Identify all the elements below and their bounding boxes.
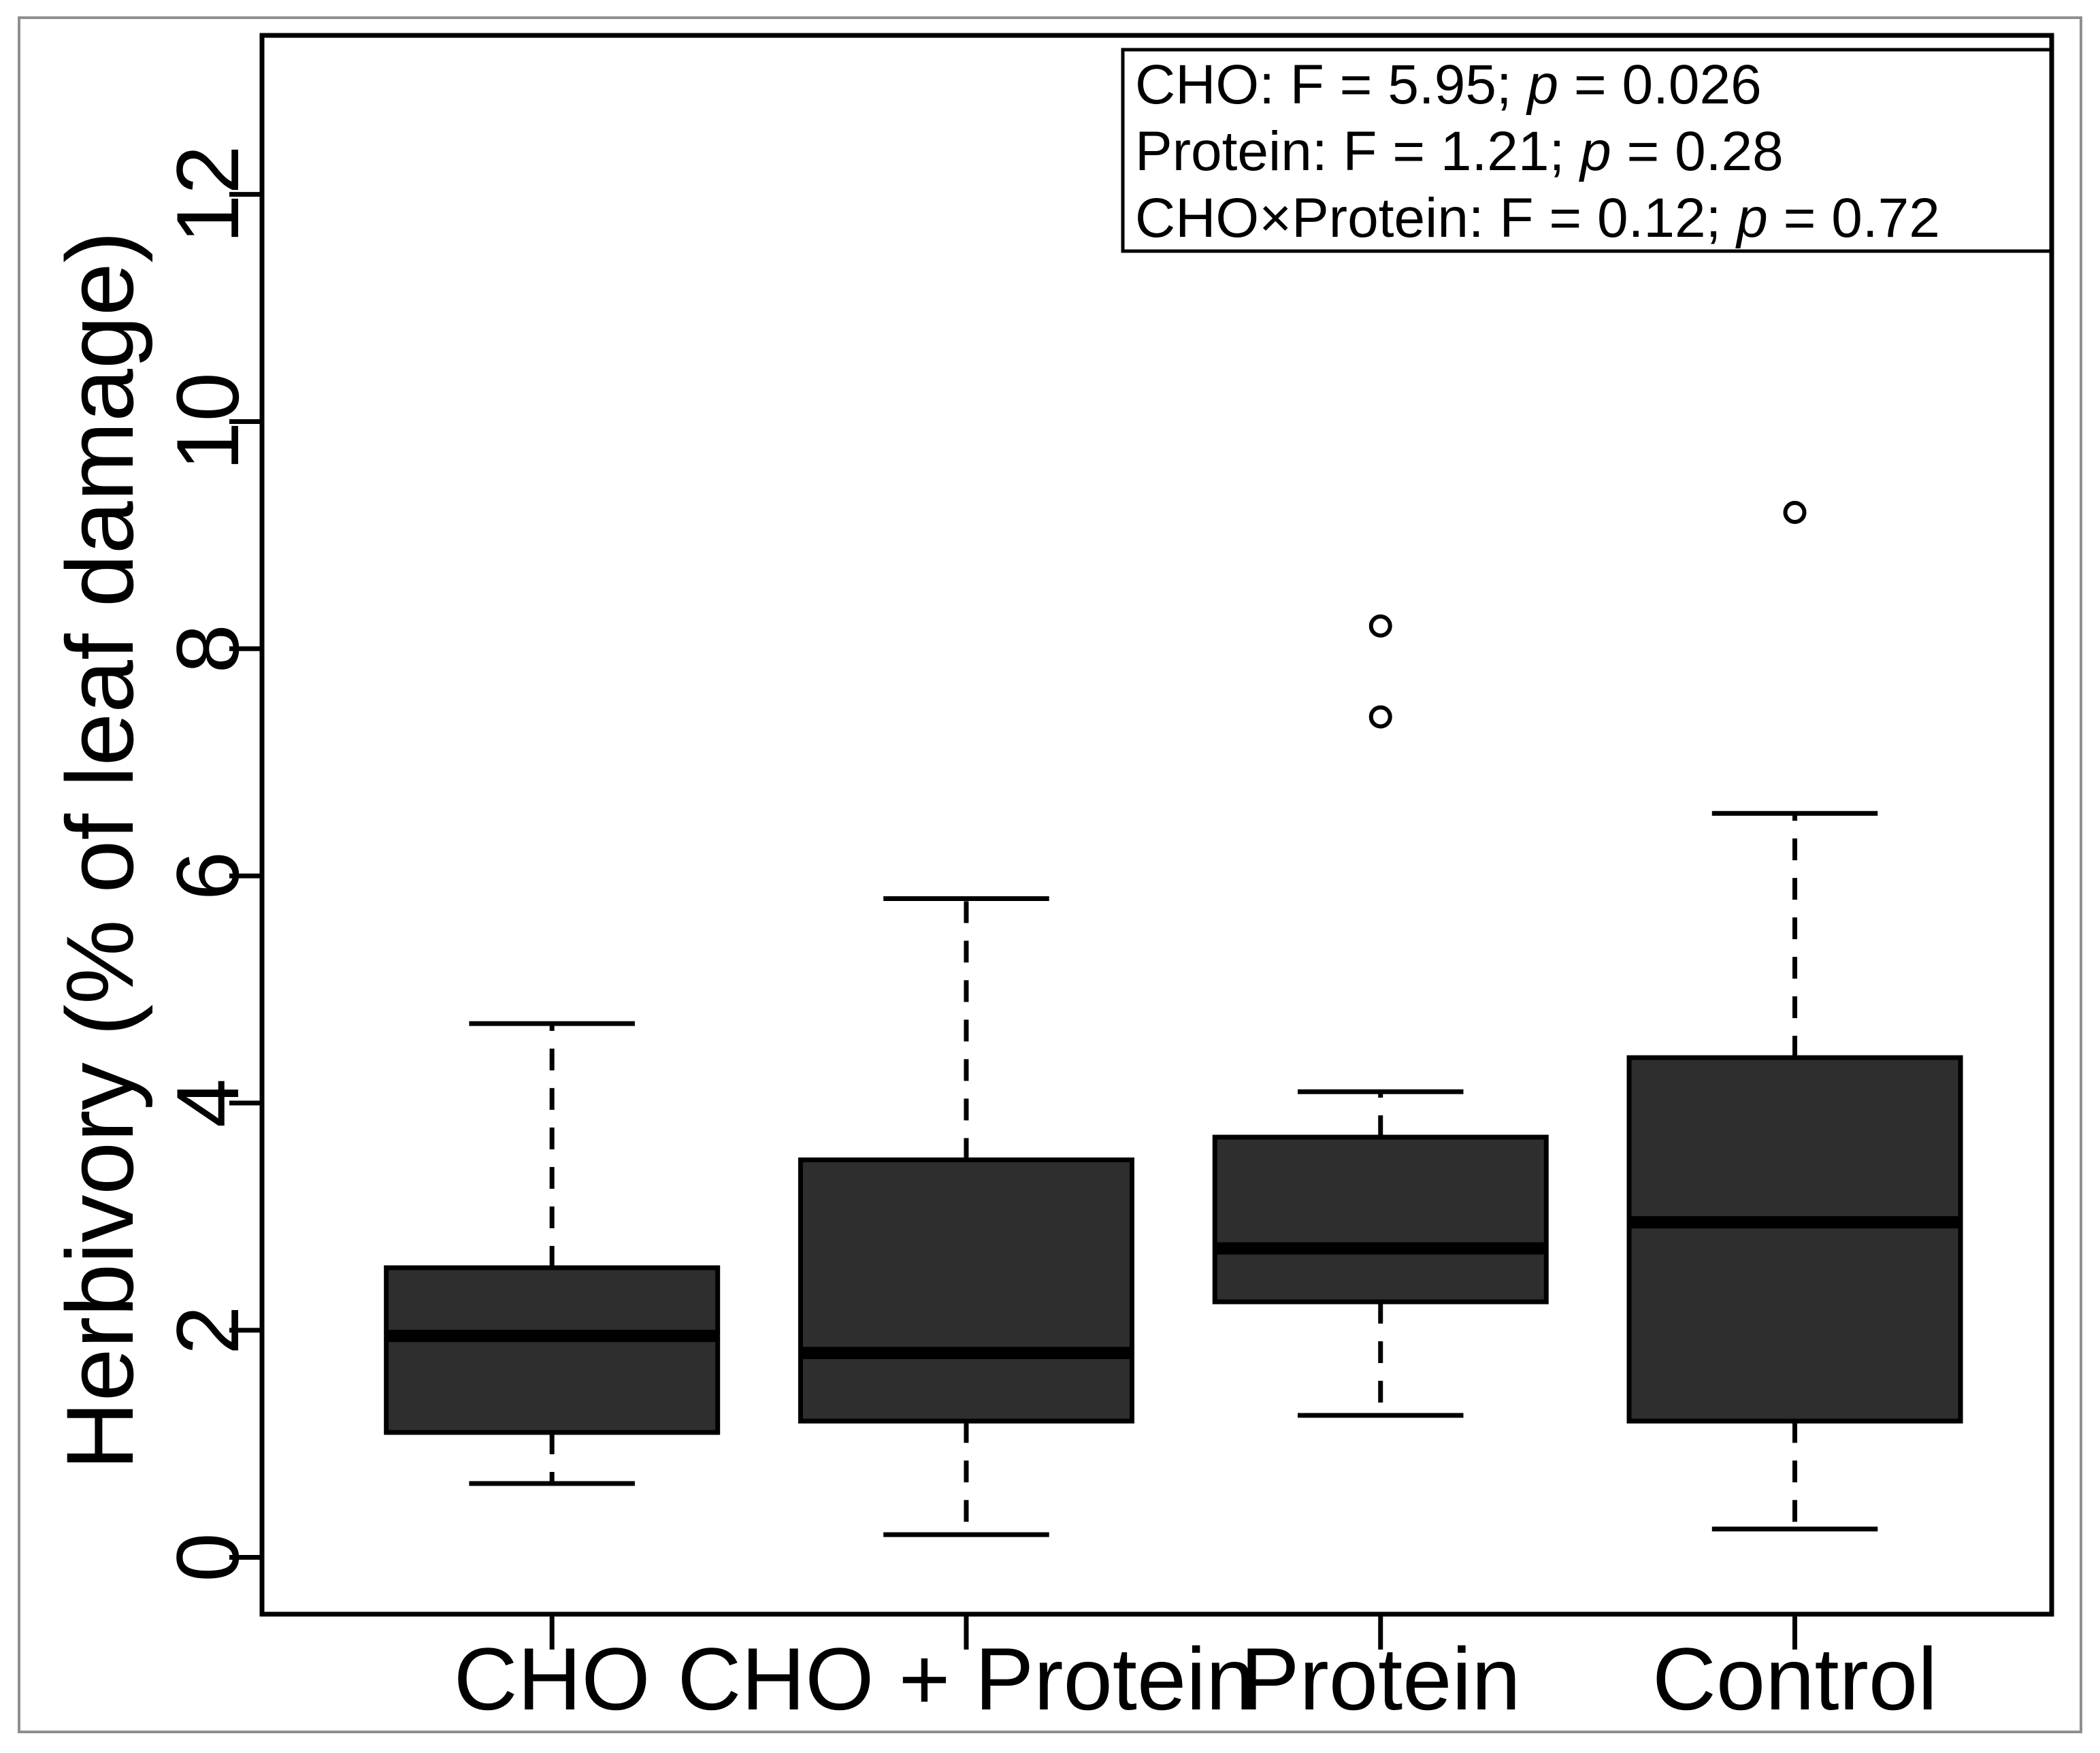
box-group-1 bbox=[384, 1021, 721, 1486]
stats-line-p: p bbox=[1578, 120, 1611, 182]
y-tick-label: 8 bbox=[158, 624, 257, 673]
y-tick-label: 6 bbox=[158, 851, 257, 900]
stats-line-protein: Protein: F = 1.21; p = 0.28 bbox=[1135, 120, 1784, 182]
box-rect bbox=[798, 1157, 1134, 1424]
stats-line-value: = 0.026 bbox=[1558, 54, 1762, 116]
outlier-point bbox=[1783, 501, 1807, 525]
box-rect bbox=[1626, 1055, 1963, 1424]
stats-line-text: CHO×Protein: F = 0.12; bbox=[1135, 187, 1737, 249]
stats-box-frame bbox=[1121, 48, 2053, 253]
y-tick-label: 2 bbox=[158, 1306, 257, 1355]
outlier-point bbox=[1368, 614, 1392, 638]
box-group-4 bbox=[1626, 501, 1963, 1532]
figure-border bbox=[18, 16, 2082, 1733]
stats-line-value: = 0.28 bbox=[1611, 120, 1784, 182]
stats-line-p: p bbox=[1735, 187, 1768, 249]
y-axis: 0 2 4 6 8 10 12 bbox=[158, 145, 262, 1582]
y-tick-label: 12 bbox=[158, 145, 257, 244]
x-axis-label: Control bbox=[1652, 1629, 1937, 1729]
boxplot-series bbox=[384, 501, 1963, 1537]
outlier-point bbox=[1368, 705, 1392, 729]
plot-border bbox=[259, 33, 2054, 1617]
stats-line-value: = 0.72 bbox=[1768, 187, 1940, 249]
x-axis-label: CHO bbox=[454, 1629, 651, 1729]
stats-line-text: Protein: F = 1.21; bbox=[1135, 120, 1580, 182]
box-rect bbox=[1212, 1134, 1549, 1305]
stats-line-p: p bbox=[1525, 54, 1558, 116]
y-tick-label: 10 bbox=[158, 372, 257, 471]
stats-line-interaction: CHO×Protein: F = 0.12; p = 0.72 bbox=[1135, 187, 1940, 249]
box-group-2 bbox=[798, 896, 1134, 1537]
x-axis-label: CHO + Protein bbox=[677, 1629, 1255, 1729]
stats-line-text: CHO: F = 5.95; bbox=[1135, 54, 1527, 116]
box-rect bbox=[384, 1265, 721, 1435]
y-tick-label: 0 bbox=[158, 1533, 257, 1582]
y-axis-title: Herbivory (% of leaf damage) bbox=[46, 231, 153, 1471]
stats-annotation-box: CHO: F = 5.95; p = 0.026 Protein: F = 1.… bbox=[1121, 48, 2053, 253]
stats-line-cho: CHO: F = 5.95; p = 0.026 bbox=[1135, 54, 1762, 116]
y-tick-label: 4 bbox=[158, 1079, 257, 1128]
box-group-3 bbox=[1212, 614, 1549, 1418]
x-axis-label: Protein bbox=[1241, 1629, 1521, 1729]
